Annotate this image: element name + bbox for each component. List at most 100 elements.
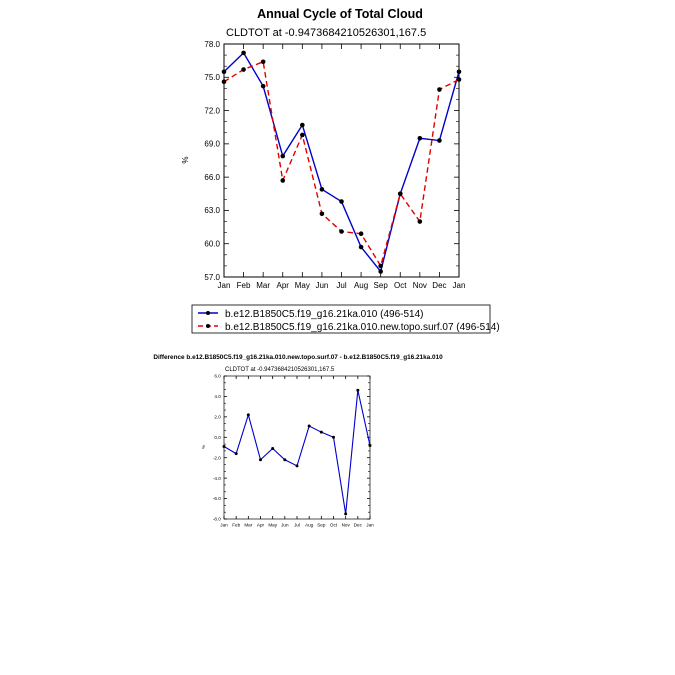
data-point <box>307 424 311 428</box>
x-tick-label: May <box>268 523 277 528</box>
data-point <box>295 464 299 468</box>
data-point <box>319 187 325 192</box>
data-point <box>378 269 383 274</box>
data-point <box>260 83 266 89</box>
x-tick-label: Jun <box>281 523 289 528</box>
bottom-chart-ylabel: % <box>201 445 206 449</box>
top-chart-subtitle: CLDTOT at -0.9473684210526301,167.5 <box>226 27 426 39</box>
x-tick-label: Jan <box>218 281 231 290</box>
legend-marker-series-1 <box>206 311 210 315</box>
x-tick-label: May <box>295 281 310 290</box>
y-tick-label: 75.0 <box>204 73 220 82</box>
data-point <box>300 122 305 128</box>
y-tick-label: 66.0 <box>204 173 220 182</box>
bottom-chart-title: Difference b.e12.B1850C5.f19_g16.21ka.01… <box>153 354 443 361</box>
x-tick-label: Feb <box>237 281 251 290</box>
data-point <box>300 132 305 138</box>
bottom-chart: Difference b.e12.B1850C5.f19_g16.21ka.01… <box>153 354 443 528</box>
data-point <box>356 388 360 392</box>
x-tick-label: Apr <box>277 281 290 290</box>
data-point <box>221 79 227 85</box>
y-tick-label: 2.0 <box>214 414 221 419</box>
data-point <box>241 50 246 56</box>
data-point <box>280 178 286 183</box>
x-tick-label: Aug <box>305 523 314 528</box>
data-point <box>456 69 462 75</box>
y-tick-label: -8.0 <box>213 517 221 522</box>
bottom-x-axis: Jan Feb Mar Apr May Jun Jul Aug Sep Oct Nov Dec Jan <box>220 376 374 528</box>
data-point <box>339 199 344 204</box>
x-tick-label: Jul <box>336 281 346 290</box>
y-tick-label: 6.0 <box>214 374 221 379</box>
data-point <box>378 263 383 269</box>
top-series-layer <box>221 50 462 274</box>
legend-label-series-1: b.e12.B1850C5.f19_g16.21ka.010 (496-514) <box>225 309 424 320</box>
top-chart-legend: b.e12.B1850C5.f19_g16.21ka.010 (496-514)… <box>191 304 500 334</box>
y-tick-label: 4.0 <box>214 394 221 399</box>
data-point <box>283 458 287 462</box>
x-tick-label: Jan <box>220 523 228 528</box>
data-point <box>397 191 403 197</box>
x-tick-label: Nov <box>342 523 351 528</box>
data-point <box>368 443 372 447</box>
y-tick-label: 57.0 <box>204 273 220 282</box>
series-line-1 <box>223 51 460 273</box>
data-point <box>319 211 325 217</box>
x-tick-label: Jun <box>315 281 328 290</box>
data-point <box>221 69 227 75</box>
data-point <box>241 67 246 72</box>
top-y-axis: 57.0 60.0 63.0 66.0 69.0 72.0 75.0 78.0 <box>204 40 459 282</box>
x-tick-label: Jul <box>294 523 300 528</box>
x-tick-label: Oct <box>394 281 407 290</box>
x-tick-label: Sep <box>317 523 326 528</box>
data-point <box>319 430 323 434</box>
data-point <box>456 77 462 82</box>
data-point <box>271 447 275 451</box>
legend-label-series-2: b.e12.B1850C5.f19_g16.21ka.010.new.topo.… <box>225 322 500 333</box>
x-tick-label: Jan <box>366 523 374 528</box>
data-point <box>344 512 348 516</box>
series-line-1 <box>223 390 371 514</box>
data-point <box>234 452 238 456</box>
y-tick-label: -4.0 <box>213 476 221 481</box>
data-point <box>437 87 442 92</box>
data-point <box>339 229 344 234</box>
top-chart-title: Annual Cycle of Total Cloud <box>257 7 423 21</box>
legend-box <box>191 304 491 334</box>
x-tick-label: Sep <box>374 281 389 290</box>
data-point <box>260 59 266 65</box>
y-tick-label: 69.0 <box>204 140 220 149</box>
data-point <box>259 458 262 462</box>
x-tick-label: Dec <box>432 281 446 290</box>
data-point <box>332 435 335 439</box>
y-tick-label: 78.0 <box>204 40 220 49</box>
x-tick-label: Feb <box>232 523 240 528</box>
x-tick-label: Aug <box>354 281 368 290</box>
y-tick-label: 60.0 <box>204 240 220 249</box>
data-point <box>358 244 364 250</box>
data-point <box>417 136 423 141</box>
bottom-plot-frame <box>223 375 371 520</box>
y-tick-label: 0.0 <box>214 435 221 440</box>
top-chart-ylabel: % <box>181 156 190 163</box>
series-line-2 <box>223 60 460 268</box>
x-tick-label: Dec <box>354 523 363 528</box>
bottom-series-layer <box>222 388 372 516</box>
x-tick-label: Nov <box>413 281 427 290</box>
data-point <box>358 231 364 237</box>
y-tick-label: -6.0 <box>213 496 221 501</box>
y-tick-label: 72.0 <box>204 106 220 115</box>
bottom-y-axis: -8.0 -6.0 -4.0 -2.0 0.0 2.0 4.0 6.0 <box>213 374 370 522</box>
x-tick-label: Mar <box>244 523 252 528</box>
data-point <box>280 153 286 159</box>
legend-marker-series-2 <box>206 324 210 328</box>
x-tick-label: Jan <box>453 281 466 290</box>
data-point <box>417 219 423 224</box>
data-point <box>437 138 442 143</box>
y-tick-label: 63.0 <box>204 206 220 215</box>
top-x-axis: Jan Feb Mar Apr May Jun Jul Aug Sep Oct Nov Dec Jan <box>218 44 466 290</box>
x-tick-label: Mar <box>256 281 270 290</box>
top-chart: Annual Cycle of Total Cloud CLDTOT at -0… <box>181 7 465 290</box>
data-point <box>222 444 226 448</box>
